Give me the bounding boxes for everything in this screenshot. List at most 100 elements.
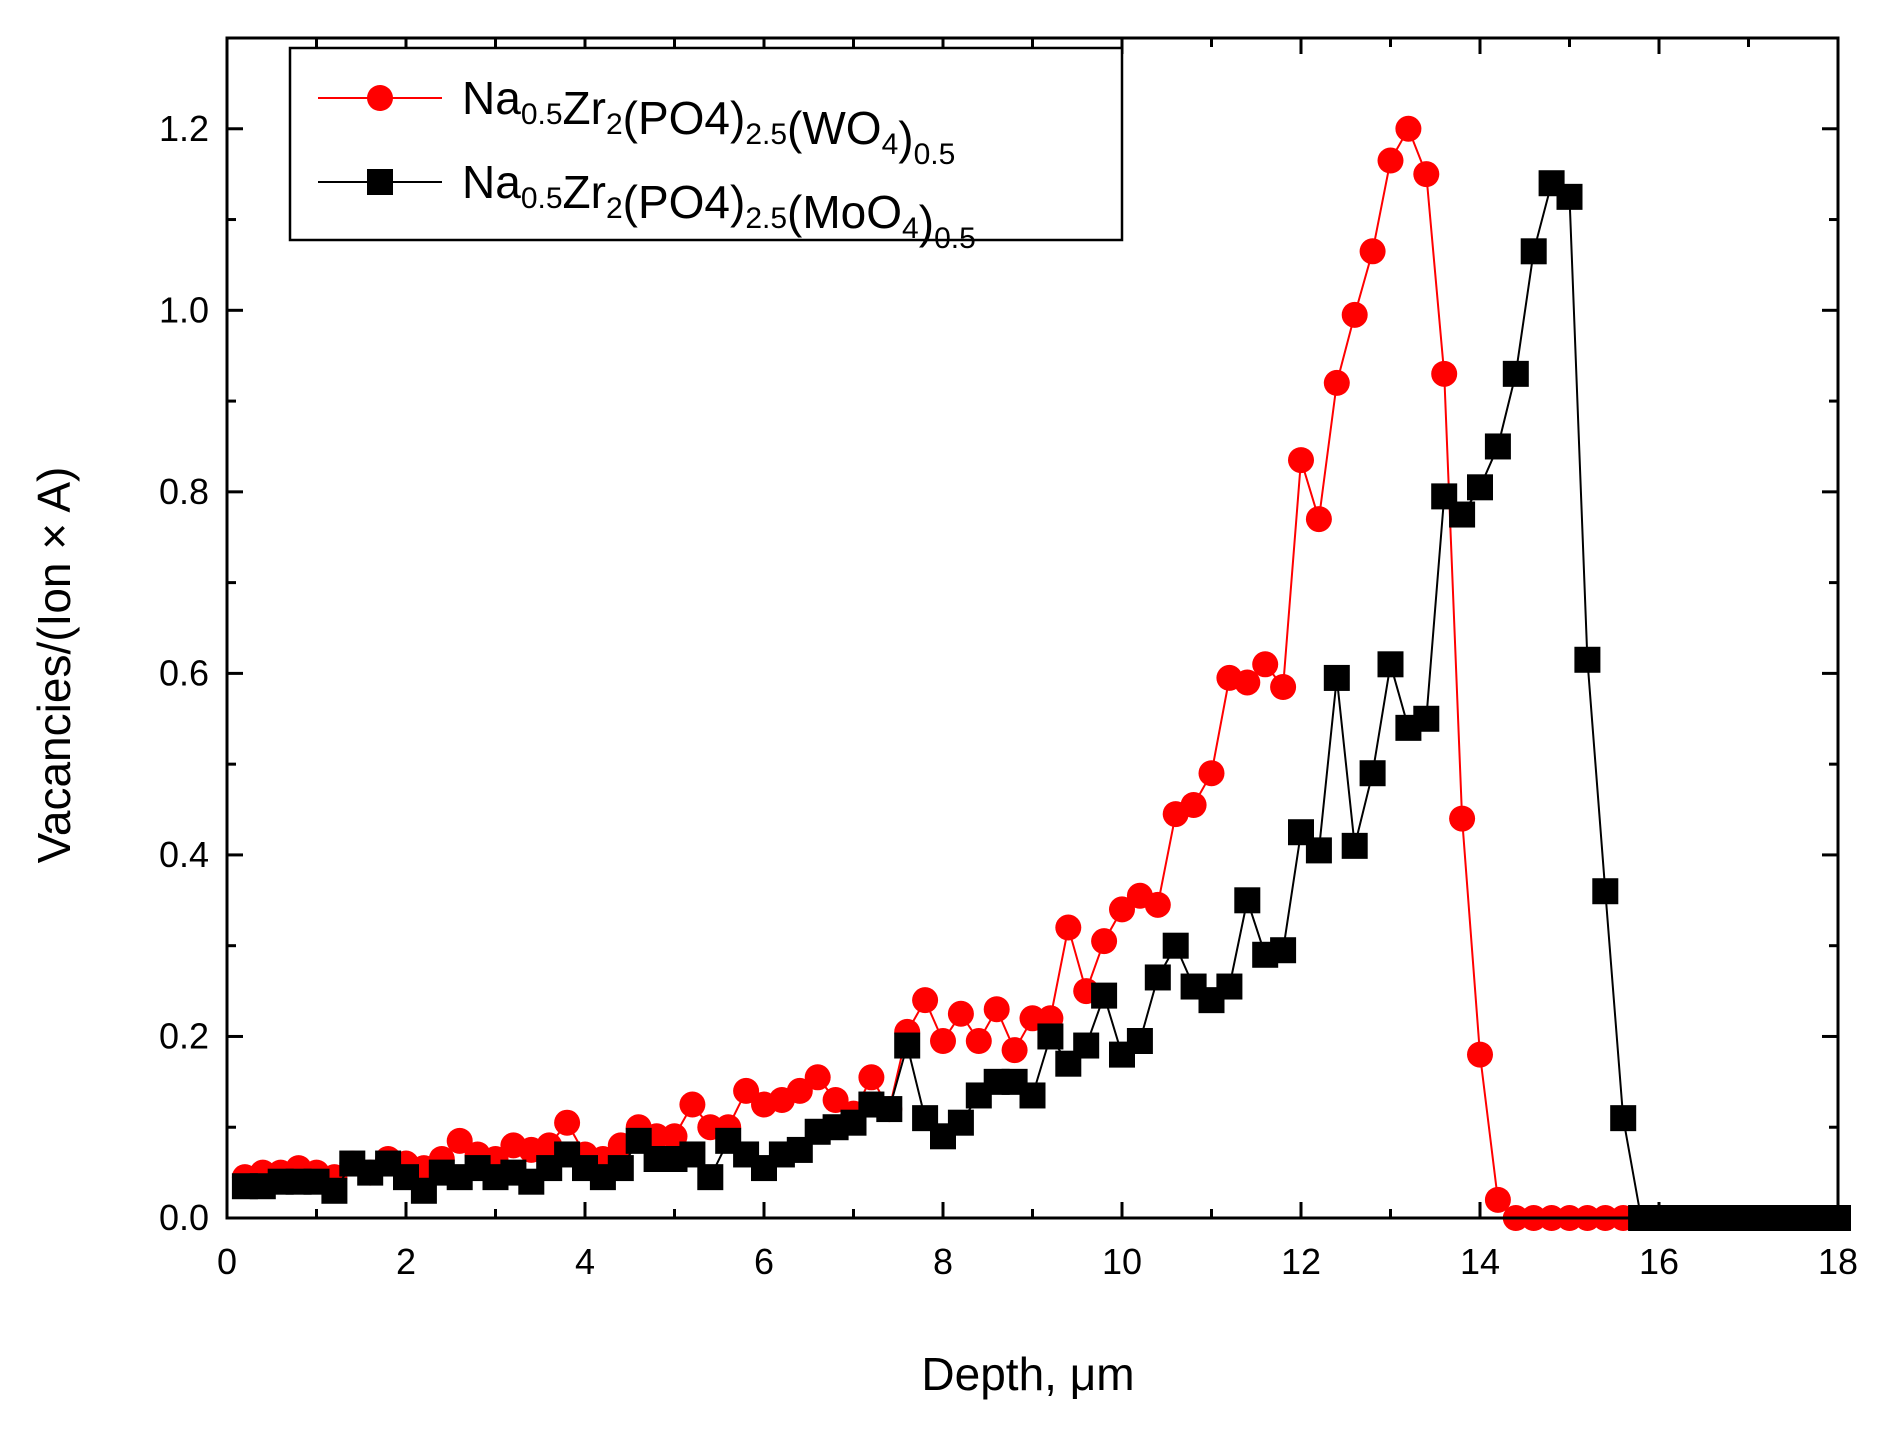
x-tick-label: 8	[933, 1241, 953, 1282]
legend-frame	[288, 46, 1124, 242]
x-tick-label: 14	[1460, 1241, 1500, 1282]
data-point	[1198, 760, 1225, 787]
data-point	[1341, 301, 1368, 328]
legend-label: Na0.5Zr2(PO4)2.5(MoO4)0.5	[462, 156, 976, 255]
x-tick-label: 10	[1102, 1241, 1142, 1282]
data-point	[1019, 1082, 1046, 1109]
data-point	[876, 1096, 903, 1123]
data-point	[983, 996, 1010, 1023]
plot-frame	[225, 36, 1840, 1220]
legend-entry-2: Na0.5Zr2(PO4)2.5(MoO4)0.5	[318, 156, 976, 255]
legend-marker	[367, 85, 393, 111]
data-point	[822, 1087, 849, 1113]
data-point	[1288, 447, 1314, 474]
data-point	[1091, 982, 1118, 1009]
data-point	[1234, 669, 1261, 696]
data-point	[894, 1032, 921, 1059]
data-point	[679, 1091, 706, 1118]
y-tick-label: 1.2	[159, 108, 209, 149]
x-tick-label: 18	[1818, 1241, 1858, 1282]
data-point	[1144, 891, 1171, 918]
data-point	[1592, 878, 1619, 905]
y-tick-label: 0.8	[159, 471, 209, 512]
data-point	[607, 1155, 634, 1182]
data-point	[1377, 651, 1404, 678]
plot-area	[231, 115, 1851, 1231]
data-point	[804, 1064, 831, 1091]
data-point	[1610, 1105, 1637, 1132]
data-point	[1144, 964, 1171, 991]
x-tick-label: 0	[217, 1241, 237, 1282]
y-tick-label: 0.2	[159, 1015, 209, 1056]
data-point	[1413, 161, 1440, 188]
data-point	[1449, 501, 1476, 528]
data-point	[1126, 1028, 1153, 1054]
x-tick-label: 2	[396, 1241, 416, 1282]
data-point	[947, 1109, 974, 1136]
x-tick-label: 4	[575, 1241, 595, 1282]
series-line	[244, 181, 1838, 1219]
x-axis-title: Depth, μm	[921, 1348, 1134, 1400]
x-axis-ticks: 0 2 4 6 8 10 12 14 16 18	[217, 38, 1858, 1282]
y-axis-title: Vacancies/(Ion × A)	[28, 467, 80, 864]
series-2	[231, 170, 1851, 1231]
data-point	[733, 1077, 760, 1104]
data-point	[1467, 474, 1493, 501]
data-point	[1037, 1023, 1064, 1050]
x-tick-label: 6	[754, 1241, 774, 1282]
data-point	[965, 1028, 992, 1054]
data-point	[1216, 973, 1243, 1000]
series-line	[244, 126, 1838, 1219]
legend-entry-1: Na0.5Zr2(PO4)2.5(WO4)0.5	[318, 72, 955, 171]
data-point	[1502, 360, 1529, 387]
data-point	[1413, 705, 1440, 732]
data-point	[1574, 646, 1601, 673]
data-point	[1073, 1032, 1100, 1059]
data-point	[1431, 360, 1458, 387]
data-point	[554, 1109, 581, 1136]
data-point	[1359, 760, 1386, 787]
data-point	[858, 1064, 885, 1091]
data-point	[679, 1141, 706, 1168]
data-point	[1270, 937, 1297, 964]
y-tick-label: 0.6	[159, 652, 209, 693]
data-point	[1001, 1037, 1028, 1064]
y-tick-label: 1.0	[159, 289, 209, 330]
data-point	[1305, 506, 1332, 533]
data-point	[321, 1177, 348, 1204]
data-point	[1377, 147, 1404, 174]
data-point	[1270, 674, 1297, 700]
data-point	[1449, 805, 1476, 832]
data-point	[1359, 238, 1386, 265]
data-point	[1395, 115, 1422, 142]
x-tick-label: 16	[1639, 1241, 1679, 1282]
data-point	[1234, 887, 1261, 914]
data-point	[697, 1164, 724, 1191]
data-point	[1091, 928, 1118, 955]
data-point	[1252, 651, 1279, 678]
data-point	[1341, 832, 1368, 859]
data-point	[1305, 837, 1332, 864]
data-point	[930, 1028, 956, 1054]
data-point	[912, 987, 939, 1014]
data-point	[1323, 664, 1350, 691]
legend: Na0.5Zr2(PO4)2.5(WO4)0.5Na0.5Zr2(PO4)2.5…	[288, 46, 1124, 255]
data-point	[1109, 896, 1135, 923]
data-point	[1162, 932, 1189, 959]
x-tick-label: 12	[1281, 1241, 1321, 1282]
data-point	[947, 1000, 974, 1027]
legend-marker	[367, 169, 393, 195]
y-axis-ticks: 0.0 0.2 0.4 0.6 0.8 1.0 1.2	[159, 36, 1838, 1238]
data-point	[1556, 183, 1583, 210]
data-point	[1180, 792, 1207, 818]
y-tick-label: 0.4	[159, 834, 209, 875]
data-point	[446, 1127, 473, 1154]
data-point	[1323, 369, 1350, 396]
data-point	[786, 1077, 813, 1104]
data-point	[1520, 238, 1547, 265]
data-point	[1484, 1186, 1511, 1213]
data-point	[1467, 1041, 1493, 1068]
data-point	[1055, 914, 1082, 941]
legend-label: Na0.5Zr2(PO4)2.5(WO4)0.5	[462, 72, 955, 171]
